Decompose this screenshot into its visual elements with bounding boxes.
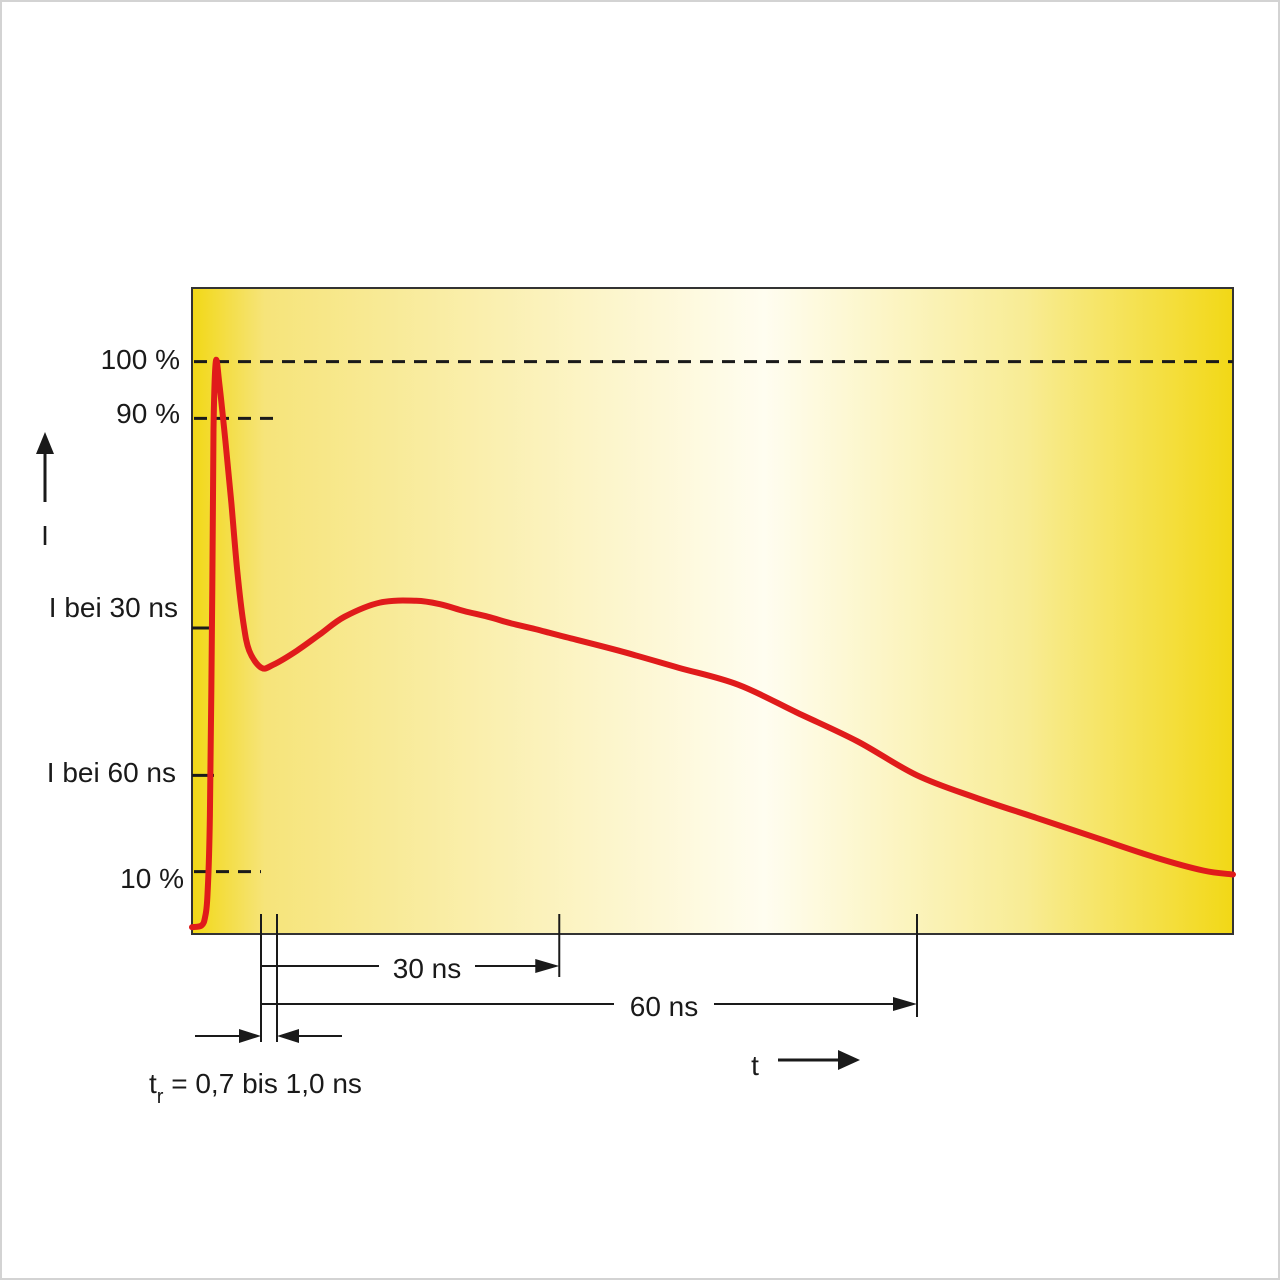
arrowhead-30ns (535, 959, 560, 973)
series-line-current (189, 356, 1236, 931)
time-dimensions (195, 914, 919, 1042)
label-30ns-background (379, 958, 475, 974)
label-60ns-background (614, 996, 714, 1012)
rise-time-symbol: t (149, 1068, 157, 1099)
arrowhead-rise-left (239, 1029, 261, 1043)
y-axis-label: I (41, 520, 49, 551)
y-tick-label-10: 10 % (120, 863, 184, 894)
rise-time-label: tr = 0,7 bis 1,0 ns (149, 1068, 362, 1108)
y-tick-label-60ns: I bei 60 ns (47, 757, 176, 788)
dimension-label-60ns: 60 ns (630, 991, 699, 1022)
x-axis-label: t (751, 1050, 759, 1081)
y-tick-label-30ns: I bei 30 ns (49, 592, 178, 623)
plot-border (191, 287, 1234, 935)
dimension-label-30ns: 30 ns (393, 953, 462, 984)
y-tick-label-90: 90 % (116, 398, 180, 429)
rise-time-value: = 0,7 bis 1,0 ns (163, 1068, 361, 1099)
arrowhead-60ns (893, 997, 918, 1011)
arrowhead-rise-right (277, 1029, 299, 1043)
time-dimension-arrows (239, 959, 918, 1043)
rise-time-subscript: r (157, 1086, 164, 1108)
y-axis-arrow (36, 432, 54, 502)
y-tick-label-100: 100 % (101, 344, 180, 375)
plot-area (192, 288, 1233, 934)
x-axis-arrow (778, 1050, 860, 1070)
